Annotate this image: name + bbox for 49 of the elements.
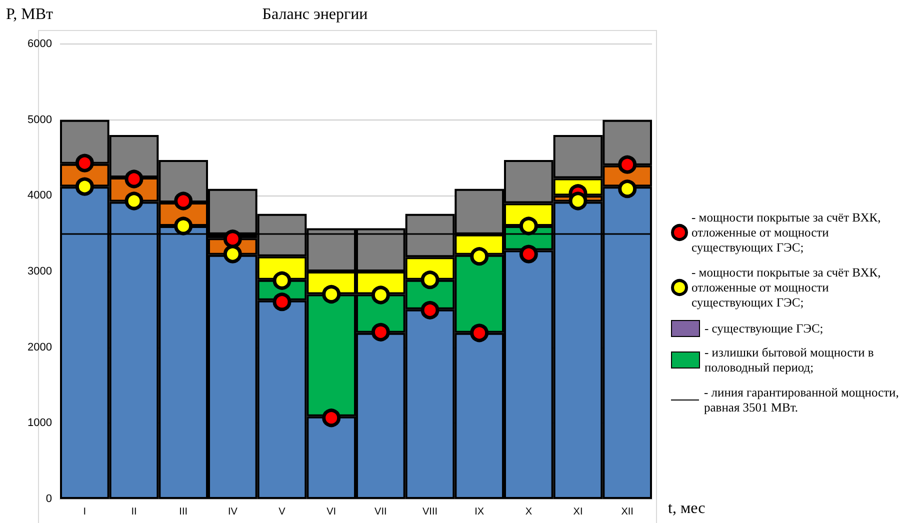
y-tick-label: 2000 [28, 341, 52, 354]
point [124, 192, 144, 210]
point [420, 270, 440, 290]
point [223, 244, 242, 264]
point [519, 216, 538, 236]
point [174, 216, 193, 236]
point [75, 154, 94, 172]
x-tick-label: XII [621, 506, 634, 518]
point [322, 285, 341, 304]
point [322, 408, 341, 428]
point [75, 177, 94, 196]
x-tick-label: XI [573, 506, 583, 518]
point [371, 286, 390, 304]
point [174, 192, 193, 210]
x-tick-label: I [83, 506, 86, 518]
legend-label: - излишки бытовой мощности в половодный период; [704, 346, 874, 374]
x-axis-title: t, мес [668, 500, 706, 518]
legend-label: - линия гарантированной мощности, равная 3501 МВт. [704, 386, 899, 414]
x-tick-label: VII [374, 506, 387, 518]
legend-label: - мощности покрытые за счёт ВХК, отложенные от мощности существующих ГЭС; [692, 266, 881, 310]
x-tick-label: II [131, 506, 137, 518]
point [618, 155, 637, 174]
y-tick-label: 5000 [28, 114, 52, 126]
point [470, 247, 489, 266]
point [470, 324, 489, 342]
point [618, 180, 637, 198]
x-tick-label: VIII [422, 506, 438, 518]
legend-label: - существующие ГЭС; [704, 322, 824, 336]
point [519, 244, 538, 264]
y-tick-label: 4000 [28, 190, 52, 202]
point [568, 192, 588, 210]
x-tick-label: IX [474, 506, 484, 518]
x-tick-label: III [179, 506, 188, 518]
x-tick-label: V [278, 506, 286, 518]
x-tick-label: VI [326, 506, 336, 518]
y-tick-label: 6000 [28, 38, 52, 50]
point [272, 292, 292, 312]
y-axis-title: P, МВт [6, 6, 54, 24]
point [420, 300, 440, 320]
y-tick-label: 0 [46, 493, 52, 505]
point [124, 170, 144, 188]
point [371, 322, 390, 342]
y-tick-label: 1000 [28, 417, 52, 430]
x-tick-label: IV [228, 506, 238, 518]
legend-label: - мощности покрытые за счёт ВХК, отложенные от мощности существующих ГЭС; [692, 210, 881, 254]
y-tick-label: 3000 [28, 266, 52, 278]
chart-title: Баланс энергии [262, 6, 368, 24]
point [223, 230, 242, 248]
x-tick-label: X [525, 506, 532, 518]
